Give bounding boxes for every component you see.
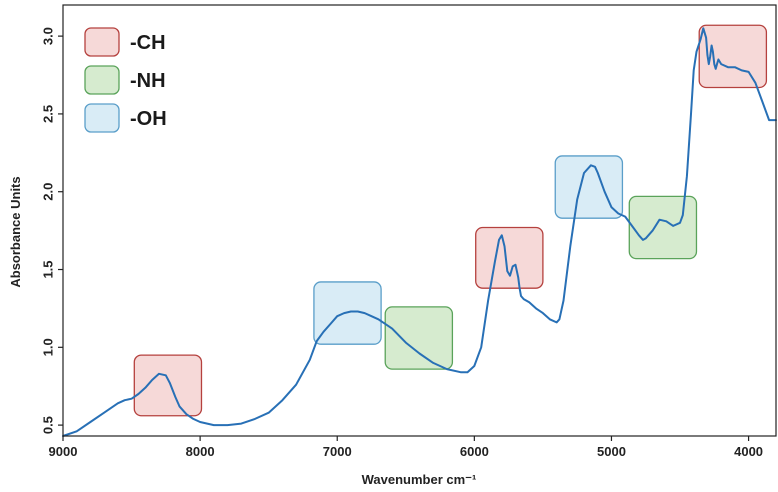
x-tick-label-5000: 5000 bbox=[597, 444, 626, 459]
highlight-box-nh-6 bbox=[628, 195, 698, 260]
highlight-box-ch-1 bbox=[133, 354, 203, 417]
y-tick-label-3: 3.0 bbox=[40, 27, 55, 45]
y-tick-label-1: 1.0 bbox=[40, 338, 55, 356]
spectrum-line bbox=[62, 27, 777, 437]
y-axis-title: Absorbance Units bbox=[8, 176, 23, 287]
legend-label-ch: -CH bbox=[130, 32, 166, 54]
x-tick-label-9000: 9000 bbox=[49, 444, 78, 459]
y-tick-label-2.5: 2.5 bbox=[40, 105, 55, 123]
spectrum-line-group bbox=[62, 27, 777, 437]
x-tick-label-4000: 4000 bbox=[734, 444, 763, 459]
legend-swatch-oh bbox=[84, 103, 120, 133]
y-tick-label-1.5: 1.5 bbox=[40, 260, 55, 278]
y-tick-label-2: 2.0 bbox=[40, 183, 55, 201]
x-tick-label-7000: 7000 bbox=[323, 444, 352, 459]
highlight-boxes bbox=[133, 24, 768, 417]
legend-swatch-nh bbox=[84, 65, 120, 95]
plot-frame bbox=[62, 4, 777, 437]
legend-swatch-ch bbox=[84, 27, 120, 57]
highlight-box-ch-4 bbox=[475, 226, 544, 289]
x-axis-title: Wavenumber cm⁻¹ bbox=[362, 472, 477, 487]
highlight-box-nh-3 bbox=[384, 306, 454, 370]
axes: 9000 8000 7000 6000 5000 4000 0.5 1.0 1.5 2.0 2.5 3… bbox=[40, 4, 777, 459]
highlight-box-oh-5 bbox=[554, 155, 624, 219]
x-tick-label-6000: 6000 bbox=[460, 444, 489, 459]
x-tick-label-8000: 8000 bbox=[186, 444, 215, 459]
legend: -CH -NH -OH bbox=[84, 27, 167, 133]
legend-label-oh: -OH bbox=[130, 108, 167, 130]
y-tick-label-0.5: 0.5 bbox=[40, 416, 55, 434]
legend-label-nh: -NH bbox=[130, 70, 166, 92]
